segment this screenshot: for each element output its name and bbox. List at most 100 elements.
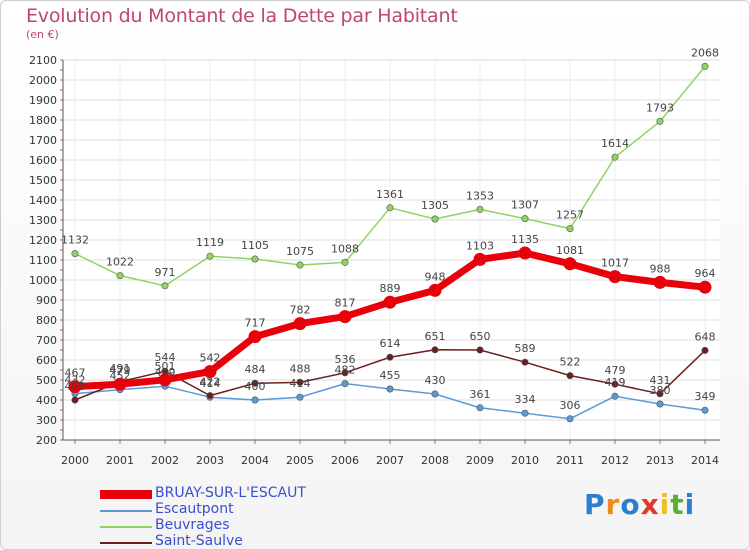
data-label: 1017 (601, 257, 629, 270)
x-tick-label: 2004 (241, 454, 269, 467)
data-label: 650 (470, 330, 491, 343)
data-label: 948 (425, 270, 446, 283)
data-point (296, 261, 304, 269)
data-label: 1105 (241, 239, 269, 252)
data-point (251, 255, 259, 263)
data-label: 1088 (331, 242, 359, 255)
x-tick-label: 2014 (691, 454, 719, 467)
data-point (206, 392, 214, 400)
x-tick-label: 2001 (106, 454, 134, 467)
data-label: 1081 (556, 244, 584, 257)
data-point (656, 117, 664, 125)
data-label: 889 (380, 282, 401, 295)
data-point (251, 396, 259, 404)
data-point (431, 390, 439, 398)
data-point (476, 346, 484, 354)
y-tick-label: 700 (36, 334, 57, 347)
legend-swatch (100, 490, 152, 499)
data-label: 717 (245, 317, 266, 330)
data-point (386, 204, 394, 212)
data-label: 964 (695, 267, 716, 280)
legend-label: BRUAY-SUR-L'ESCAUT (155, 485, 306, 501)
y-tick-label: 1000 (29, 274, 57, 287)
data-point (428, 283, 442, 297)
logo-letter: i (684, 488, 696, 521)
data-point (476, 404, 484, 412)
data-label: 1075 (286, 245, 314, 258)
data-label: 380 (650, 384, 671, 397)
data-point (698, 280, 712, 294)
data-label: 971 (155, 266, 176, 279)
data-label: 782 (290, 304, 311, 317)
line-chart: 200 300 400 500 600 700 800 900 1000 1100 1200 1300… (29, 46, 720, 467)
data-label: 452 (110, 370, 131, 383)
data-label: 484 (245, 363, 266, 376)
data-point (653, 275, 667, 289)
logo-letter: o (620, 488, 641, 521)
x-tick-label: 2000 (61, 454, 89, 467)
data-point (161, 282, 169, 290)
data-point (248, 330, 262, 344)
data-point (521, 358, 529, 366)
data-label: 1103 (466, 239, 494, 252)
data-point (203, 365, 217, 379)
logo-letter: r (605, 488, 621, 521)
x-tick-label: 2008 (421, 454, 449, 467)
data-label: 522 (560, 356, 581, 369)
data-label: 1119 (196, 236, 224, 249)
data-point (383, 295, 397, 309)
data-label: 306 (560, 399, 581, 412)
data-label: 648 (695, 330, 716, 343)
legend-label: Beuvrages (155, 517, 230, 533)
y-tick-label: 200 (36, 434, 57, 447)
data-point (338, 310, 352, 324)
data-point (296, 393, 304, 401)
data-point (71, 250, 79, 258)
data-label: 817 (335, 297, 356, 310)
proxiti-logo: Proxiti (584, 488, 695, 521)
data-point (518, 246, 532, 260)
data-label: 988 (650, 262, 671, 275)
data-label: 1361 (376, 188, 404, 201)
y-tick-label: 900 (36, 294, 57, 307)
y-tick-label: 1600 (29, 154, 57, 167)
data-label: 1307 (511, 199, 539, 212)
legend-label: Saint-Saulve (155, 533, 243, 549)
y-tick-label: 2100 (29, 54, 57, 67)
data-point (341, 380, 349, 388)
y-tick-label: 1100 (29, 254, 57, 267)
data-label: 419 (605, 376, 626, 389)
data-point (521, 215, 529, 223)
data-point (251, 379, 259, 387)
data-point (656, 390, 664, 398)
data-label: 491 (110, 362, 131, 375)
data-label: 1305 (421, 199, 449, 212)
data-label: 349 (695, 390, 716, 403)
data-point (701, 346, 709, 354)
x-tick-label: 2003 (196, 454, 224, 467)
legend-swatch (100, 526, 152, 528)
data-point (68, 380, 82, 394)
data-label: 488 (290, 362, 311, 375)
data-label: 1132 (61, 234, 89, 247)
data-point (293, 317, 307, 331)
data-label: 482 (335, 364, 356, 377)
data-label: 589 (515, 342, 536, 355)
data-label: 536 (335, 353, 356, 366)
data-point (566, 372, 574, 380)
logo-letter: x (640, 488, 660, 521)
data-label: 501 (155, 360, 176, 373)
data-label: 400 (65, 380, 86, 393)
data-label: 479 (110, 364, 131, 377)
data-point (158, 373, 172, 387)
y-tick-label: 1200 (29, 234, 57, 247)
data-point (206, 252, 214, 260)
y-tick-label: 1700 (29, 134, 57, 147)
logo-letter: t (670, 488, 685, 521)
chart-title: Evolution du Montant de la Dette par Hab… (26, 5, 458, 27)
data-label: 469 (155, 366, 176, 379)
data-label: 455 (380, 369, 401, 382)
data-label: 1022 (106, 256, 134, 269)
y-tick-label: 1900 (29, 94, 57, 107)
data-point (521, 409, 529, 417)
